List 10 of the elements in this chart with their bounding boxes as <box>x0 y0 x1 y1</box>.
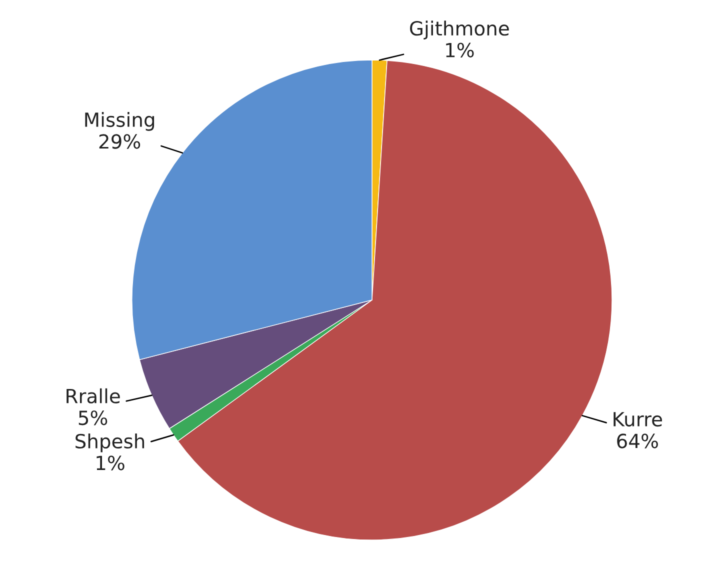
data-label: 29% <box>99 134 140 149</box>
slice-label: Missing <box>85 112 154 131</box>
data-label: 64% <box>617 434 658 448</box>
slice-label: Kurre <box>614 412 662 427</box>
data-label: 1% <box>446 42 474 58</box>
slice-label: Gjithmone <box>410 20 509 40</box>
data-label: 5% <box>78 410 108 426</box>
slice-label: Shpesh <box>76 433 144 452</box>
slice-label: Rralle <box>66 388 120 404</box>
data-label: 1% <box>96 456 124 470</box>
